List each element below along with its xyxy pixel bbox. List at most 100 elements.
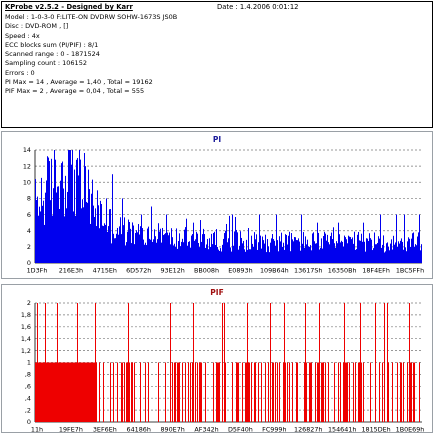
pi-bar	[227, 242, 228, 263]
pif-bar	[249, 362, 250, 422]
pi-bar	[140, 226, 141, 263]
pi-bar	[266, 252, 267, 263]
pif-bar	[85, 362, 86, 422]
x-tick-label: 1BC5FFh	[396, 267, 424, 275]
pi-bar	[182, 238, 183, 263]
pi-bar	[397, 246, 398, 263]
pi-bar	[240, 231, 241, 263]
pif-bar	[268, 362, 269, 422]
pi-bar	[148, 226, 149, 263]
pi-bar	[150, 239, 151, 263]
pi-bar	[235, 216, 236, 263]
pi-bar	[320, 247, 321, 263]
pi-bar	[203, 228, 204, 263]
pi-bar	[146, 245, 147, 263]
pi-bar	[96, 226, 97, 263]
pi-bar	[332, 239, 333, 263]
pif-bar	[190, 362, 191, 422]
pi-bar	[228, 238, 229, 263]
pif-bar	[132, 362, 133, 422]
pi-bar	[236, 229, 237, 263]
pi-bar	[394, 244, 395, 263]
pif-bar	[355, 362, 356, 422]
pif-bar	[83, 362, 84, 422]
pi-bar	[275, 245, 276, 263]
x-tick-label: 16350Bh	[328, 267, 357, 275]
info-header: KProbe v2.5.2 - Designed by Karr Date : …	[5, 3, 429, 13]
pi-bar	[319, 249, 320, 263]
pi-bar	[330, 236, 331, 263]
pif-bar	[216, 362, 217, 422]
pi-bar	[49, 161, 50, 263]
pif-bar	[382, 362, 383, 422]
pif-bar	[409, 303, 410, 422]
pi-bar	[261, 248, 262, 263]
pi-bar	[371, 239, 372, 263]
pif-chart: 0 ,2 ,4 ,6 ,8 1 1,2 1,4 1,6 1,8 2 11h 19FE7h 3EF6Eh 64…	[21, 299, 425, 434]
pi-bar	[38, 215, 39, 263]
y-tick-label: ,2	[25, 406, 31, 414]
pi-bar	[356, 249, 357, 263]
pi-bar	[247, 249, 248, 263]
pi-bar	[308, 246, 309, 263]
pi-bar	[352, 237, 353, 263]
pi-bar	[117, 227, 118, 263]
pif-bar	[242, 362, 243, 422]
pi-bar	[220, 248, 221, 263]
pi-bar	[193, 222, 194, 263]
pif-bar	[55, 362, 56, 422]
pi-bar	[180, 246, 181, 263]
pi-bar	[133, 225, 134, 263]
x-tick-label: 11h	[31, 426, 43, 434]
pi-bar	[345, 237, 346, 263]
pif-bar	[178, 362, 179, 422]
pi-bar	[263, 240, 264, 263]
pif-bar	[232, 362, 233, 422]
pi-bar	[234, 231, 235, 263]
pif-bar	[47, 362, 48, 422]
pi-bar	[245, 251, 246, 263]
pi-bar	[312, 233, 313, 263]
pif-bar	[90, 362, 91, 422]
pi-bar	[350, 237, 351, 263]
pi-bar	[144, 244, 145, 263]
pi-bar	[256, 234, 257, 263]
pi-bar	[137, 232, 138, 263]
pi-bar	[108, 226, 109, 263]
pi-bar	[109, 209, 110, 263]
pi-bar	[39, 206, 40, 263]
x-tick-label: BB008h	[194, 267, 219, 275]
pi-bar	[143, 239, 144, 263]
pif-bar	[48, 362, 49, 422]
pi-bar	[337, 243, 338, 263]
pi-bar	[327, 234, 328, 263]
pi-bar	[364, 241, 365, 263]
pi-bar	[382, 244, 383, 263]
pi-bar	[184, 229, 185, 263]
pi-bar	[129, 222, 130, 263]
pif-bar	[177, 362, 178, 422]
y-tick-label: 1,6	[21, 323, 31, 331]
pi-bar	[373, 248, 374, 263]
pif-bar	[315, 362, 316, 422]
pi-bar	[156, 242, 157, 263]
pi-bar	[85, 166, 86, 263]
pi-bar	[226, 223, 227, 263]
pi-bar	[302, 243, 303, 263]
ecc-blocks-sum: ECC blocks sum (PI/PIF) : 8/1	[5, 40, 99, 49]
pi-bar	[253, 246, 254, 263]
pi-bar	[44, 224, 45, 263]
pi-bar	[279, 236, 280, 263]
pif-bar	[285, 362, 286, 422]
pif-bar	[131, 362, 132, 422]
pi-bar	[359, 240, 360, 263]
pif-bar	[289, 362, 290, 422]
pif-bar	[74, 362, 75, 422]
pif-bar	[195, 362, 196, 422]
pif-bar	[127, 362, 128, 422]
x-tick-label: 1B0E69h	[396, 426, 425, 434]
error-count: Errors : 0	[5, 68, 35, 77]
y-tick-label: 6	[27, 211, 31, 219]
pif-bar	[297, 362, 298, 422]
pi-bar	[47, 156, 48, 263]
